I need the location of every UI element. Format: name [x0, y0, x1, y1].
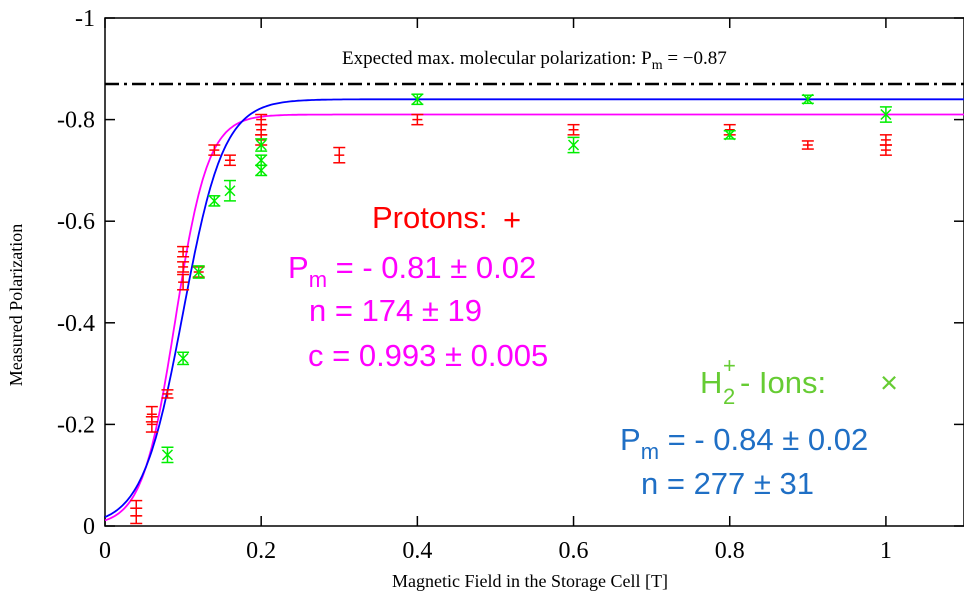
ion-point	[208, 195, 221, 207]
x-tick-label: 1	[880, 538, 892, 564]
plot-frame	[104, 17, 964, 527]
fit-curves	[104, 98, 964, 522]
cross-marker	[255, 139, 267, 151]
proton-point	[567, 123, 580, 136]
proton-point	[177, 273, 190, 291]
y-tick-label: -0.4	[57, 311, 95, 337]
cross-marker	[224, 185, 236, 197]
x-tick-label: 0	[99, 538, 111, 564]
ion-point	[161, 446, 174, 464]
reference-line-label: Expected max. molecular polarization: Pm…	[342, 48, 727, 73]
protons-c: c = 0.993 ± 0.005	[308, 338, 548, 373]
protons-annotation: Protons: + Pm = - 0.81 ± 0.02 n = 174 ± …	[288, 200, 548, 373]
protons-n: n = 174 ± 19	[309, 293, 482, 328]
protons-fit-curve	[104, 113, 964, 522]
proton-point	[333, 146, 346, 164]
proton-point	[223, 154, 236, 167]
ions-sub: 2	[723, 384, 735, 409]
ion-point	[567, 136, 580, 154]
cross-marker	[255, 164, 267, 176]
ion-point	[255, 138, 268, 152]
ions-n: n = 277 ± 31	[641, 466, 814, 501]
cross-marker	[193, 266, 205, 278]
ion-point	[411, 93, 424, 106]
ion-point	[192, 265, 205, 279]
axis-ticks: 0 0.2 0.4 0.6 0.8 1 0 -0.2 -0.4 -0.6 -0.8 -1	[57, 6, 964, 564]
y-tick-label: -1	[75, 6, 95, 32]
ion-point	[255, 164, 268, 177]
proton-point	[130, 507, 143, 525]
y-axis-label: Measured Polarization	[6, 224, 26, 386]
proton-point	[411, 113, 424, 126]
cross-marker	[177, 352, 189, 364]
proton-point	[255, 113, 268, 126]
ions-title: H	[700, 365, 722, 400]
proton-point	[255, 123, 268, 136]
cross-marker	[880, 108, 892, 121]
ion-point	[879, 106, 892, 123]
proton-point	[879, 134, 892, 146]
ion-point	[801, 93, 814, 105]
x-tick-label: 0.6	[559, 538, 589, 564]
proton-point	[177, 261, 190, 273]
ions-pm: Pm = - 0.84 ± 0.02	[620, 422, 868, 464]
y-tick-label: -0.2	[57, 412, 95, 438]
cross-marker	[208, 195, 220, 207]
cross-marker	[411, 93, 423, 105]
ion-point	[177, 351, 190, 366]
x-axis-label: Magnetic Field in the Storage Cell [T]	[392, 571, 668, 591]
x-tick-label: 0.2	[246, 538, 276, 564]
proton-point	[208, 144, 221, 156]
proton-point	[161, 389, 174, 399]
cross-marker	[568, 139, 580, 151]
y-tick-label: 0	[83, 514, 95, 540]
cross-marker	[255, 154, 267, 166]
ions-fit-curve	[104, 98, 964, 518]
protons-title: Protons:	[372, 200, 487, 235]
proton-point	[145, 405, 158, 423]
proton-point	[879, 144, 892, 156]
ions-annotation: H + 2 - Ions: × Pm = - 0.84 ± 0.02 n = 2…	[620, 353, 898, 501]
protons-pm: Pm = - 0.81 ± 0.02	[288, 250, 536, 292]
protons-marker: +	[503, 202, 521, 237]
ion-point	[255, 154, 268, 167]
ions-label: - Ions:	[740, 365, 826, 400]
cross-marker	[724, 129, 736, 141]
cross-marker	[802, 93, 814, 105]
ion-point	[223, 179, 236, 202]
x-tick-label: 0.8	[715, 538, 745, 564]
proton-point	[801, 140, 814, 150]
ions-marker: ×	[880, 365, 898, 400]
y-tick-label: -0.8	[57, 108, 95, 134]
ion-point	[723, 129, 736, 141]
x-tick-label: 0.4	[402, 538, 432, 564]
cross-marker	[161, 449, 174, 461]
y-tick-label: -0.6	[57, 209, 95, 235]
proton-point	[177, 245, 190, 258]
data-points	[130, 93, 892, 525]
ions-sup: +	[723, 353, 736, 378]
